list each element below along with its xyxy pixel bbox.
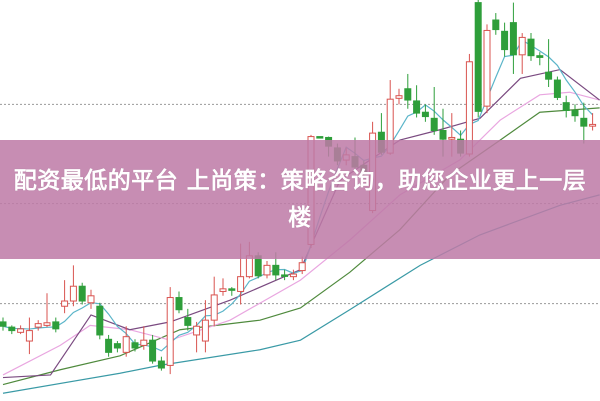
candle-body	[263, 264, 271, 276]
headline-title: 配资最低的平台 上尚策：策略咨询，助您企业更上一层楼	[13, 167, 587, 231]
candle-body	[527, 38, 535, 57]
candle-body	[501, 30, 509, 51]
candle-body	[421, 111, 429, 118]
candle-body	[580, 117, 588, 127]
candle-body	[589, 123, 597, 127]
candle-body	[281, 274, 289, 277]
candle-body	[404, 88, 412, 101]
candle-body	[17, 328, 25, 333]
candle-body	[149, 339, 157, 362]
candle-body	[562, 102, 570, 111]
candle-body	[140, 339, 148, 346]
candle-body	[78, 285, 86, 302]
candle-body	[43, 322, 51, 326]
candle-body	[571, 109, 579, 117]
candle-body	[131, 342, 139, 349]
candle-body	[8, 326, 16, 332]
candle-body	[298, 262, 306, 272]
candle-body	[439, 130, 447, 140]
candle-body	[289, 273, 297, 278]
candle-body	[87, 295, 95, 304]
candle-body	[492, 19, 500, 31]
candle-body	[96, 305, 104, 336]
candle-body	[105, 338, 113, 353]
candle-body	[175, 297, 183, 311]
candle-body	[237, 276, 245, 292]
candle-body	[157, 360, 165, 369]
candle-body	[219, 288, 227, 292]
candle-body	[34, 323, 42, 328]
candle-body	[201, 319, 209, 342]
candle-body	[395, 95, 403, 99]
candle-body	[536, 55, 544, 58]
candle-body	[474, 2, 482, 112]
candle-body	[166, 297, 174, 366]
candle-body	[483, 29, 491, 107]
candle-body	[61, 300, 69, 307]
candle-body	[553, 79, 561, 98]
candle-body	[509, 22, 517, 56]
candle-body	[113, 343, 121, 349]
headline-banner: 配资最低的平台 上尚策：策略咨询，助您企业更上一层楼	[0, 140, 600, 259]
candle-body	[122, 336, 130, 353]
candle-body	[193, 325, 201, 336]
candle-body	[448, 136, 456, 140]
candle-body	[184, 317, 192, 326]
candle-body	[413, 100, 421, 114]
candle-body	[228, 288, 236, 291]
candle-body	[272, 264, 280, 276]
candle-body	[210, 294, 218, 321]
candle-body	[430, 117, 438, 131]
candle-body	[25, 330, 33, 342]
candle-body	[69, 285, 77, 302]
ma5-line	[2, 39, 594, 352]
candle-body	[518, 36, 526, 56]
ma30-line	[2, 107, 600, 386]
candle-body	[52, 321, 60, 330]
candle-body	[545, 71, 553, 80]
candle-body	[316, 136, 324, 139]
candle-body	[0, 321, 7, 327]
